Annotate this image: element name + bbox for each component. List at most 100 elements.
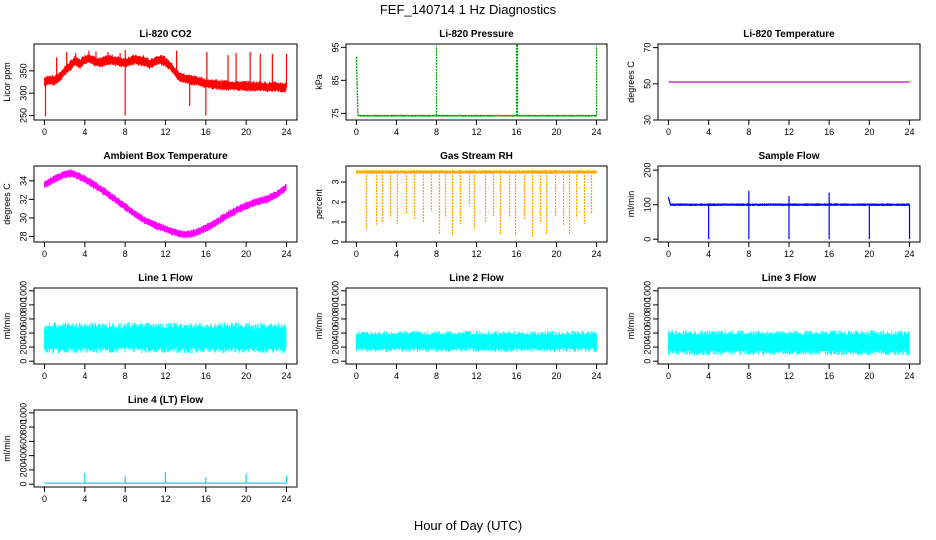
x-tick-label: 24 <box>905 249 915 259</box>
y-tick-label: 95 <box>330 42 340 52</box>
x-tick-label: 20 <box>241 249 251 259</box>
y-axis-label: ml/min <box>626 313 636 340</box>
plot-title: Li-820 CO2 <box>139 29 192 40</box>
y-tick-label: 1000 <box>18 403 28 423</box>
y-tick-label: 1 <box>330 219 340 224</box>
y-tick-label: 600 <box>18 434 28 449</box>
x-tick-label: 4 <box>394 249 399 259</box>
y-tick-label: 400 <box>330 326 340 341</box>
y-tick-label: 75 <box>330 108 340 118</box>
x-tick-label: 16 <box>201 371 211 381</box>
y-tick-label: 200 <box>642 163 652 178</box>
y-axis-label: degrees C <box>626 61 636 103</box>
x-tick-label: 0 <box>666 249 671 259</box>
series-line <box>667 197 910 206</box>
x-tick-label: 12 <box>471 249 481 259</box>
y-tick-label: 0 <box>18 359 28 364</box>
y-axis-label: Licor ppm <box>2 62 12 102</box>
x-tick-label: 8 <box>434 249 439 259</box>
y-tick-label: 200 <box>642 340 652 355</box>
y-tick-label: 300 <box>18 86 28 101</box>
x-tick-label: 0 <box>354 249 359 259</box>
plot-title: Line 3 Flow <box>762 273 817 284</box>
x-tick-label: 0 <box>354 371 359 381</box>
x-tick-label: 4 <box>82 494 87 504</box>
x-tick-label: 20 <box>241 494 251 504</box>
x-tick-label: 16 <box>201 494 211 504</box>
x-tick-label: 16 <box>512 127 522 137</box>
x-tick-label: 8 <box>434 371 439 381</box>
plot-frame <box>345 165 608 243</box>
x-tick-label: 16 <box>824 127 834 137</box>
x-tick-label: 4 <box>706 249 711 259</box>
x-tick-label: 8 <box>434 127 439 137</box>
series-line <box>355 57 597 117</box>
plot-title: Sample Flow <box>758 151 819 162</box>
x-tick-label: 24 <box>592 127 602 137</box>
x-tick-label: 8 <box>746 127 751 137</box>
x-tick-label: 24 <box>281 127 291 137</box>
x-tick-label: 20 <box>864 249 874 259</box>
plot-title: Gas Stream RH <box>440 151 513 162</box>
x-tick-label: 8 <box>123 127 128 137</box>
plot-title: Line 2 Flow <box>449 273 504 284</box>
x-tick-label: 12 <box>160 494 170 504</box>
x-tick-label: 20 <box>241 127 251 137</box>
x-tick-label: 20 <box>864 127 874 137</box>
x-tick-label: 0 <box>42 127 47 137</box>
x-tick-label: 8 <box>746 249 751 259</box>
y-tick-label: 800 <box>642 297 652 312</box>
x-tick-label: 0 <box>666 371 671 381</box>
y-tick-label: 0 <box>18 482 28 487</box>
x-tick-label: 16 <box>512 371 522 381</box>
page-title: FEF_140714 1 Hz Diagnostics <box>379 2 557 17</box>
y-axis-label: kPa <box>314 74 324 90</box>
plot-title: Line 1 Flow <box>138 273 193 284</box>
x-tick-label: 24 <box>281 249 291 259</box>
x-tick-label: 20 <box>552 249 562 259</box>
x-tick-label: 4 <box>82 127 87 137</box>
y-tick-label: 34 <box>18 176 28 186</box>
plot-frame <box>345 287 608 365</box>
y-tick-label: 2 <box>330 199 340 204</box>
y-tick-label: 0 <box>330 239 340 244</box>
plot-title: Li-820 Temperature <box>743 29 835 40</box>
y-axis-label: degrees C <box>2 183 12 225</box>
x-tick-label: 12 <box>160 371 170 381</box>
y-tick-label: 200 <box>330 340 340 355</box>
y-tick-label: 85 <box>330 75 340 85</box>
y-tick-label: 0 <box>642 237 652 242</box>
y-tick-label: 0 <box>330 359 340 364</box>
x-tick-label: 8 <box>123 371 128 381</box>
y-axis-label: ml/min <box>2 435 12 462</box>
y-tick-label: 800 <box>18 420 28 435</box>
x-tick-label: 0 <box>42 494 47 504</box>
y-tick-label: 1000 <box>330 281 340 301</box>
y-tick-label: 30 <box>18 213 28 223</box>
series-line <box>44 172 287 236</box>
y-tick-label: 600 <box>642 311 652 326</box>
y-tick-label: 400 <box>18 326 28 341</box>
x-tick-label: 8 <box>746 371 751 381</box>
x-tick-label: 16 <box>201 127 211 137</box>
x-tick-label: 4 <box>82 249 87 259</box>
y-tick-label: 32 <box>18 194 28 204</box>
x-tick-label: 12 <box>784 371 794 381</box>
x-tick-label: 4 <box>394 371 399 381</box>
y-axis-label: percent <box>314 188 324 219</box>
y-tick-label: 800 <box>330 297 340 312</box>
x-tick-label: 16 <box>512 249 522 259</box>
y-tick-label: 400 <box>18 448 28 463</box>
x-tick-label: 4 <box>394 127 399 137</box>
x-tick-label: 24 <box>905 127 915 137</box>
x-tick-label: 8 <box>123 249 128 259</box>
y-tick-label: 600 <box>330 311 340 326</box>
x-tick-label: 4 <box>706 127 711 137</box>
series-line <box>44 57 287 89</box>
y-tick-label: 400 <box>642 326 652 341</box>
x-tick-label: 4 <box>706 371 711 381</box>
plot-title: Li-820 Pressure <box>439 29 514 40</box>
x-tick-label: 20 <box>241 371 251 381</box>
y-tick-label: 200 <box>18 462 28 477</box>
x-tick-label: 24 <box>592 371 602 381</box>
